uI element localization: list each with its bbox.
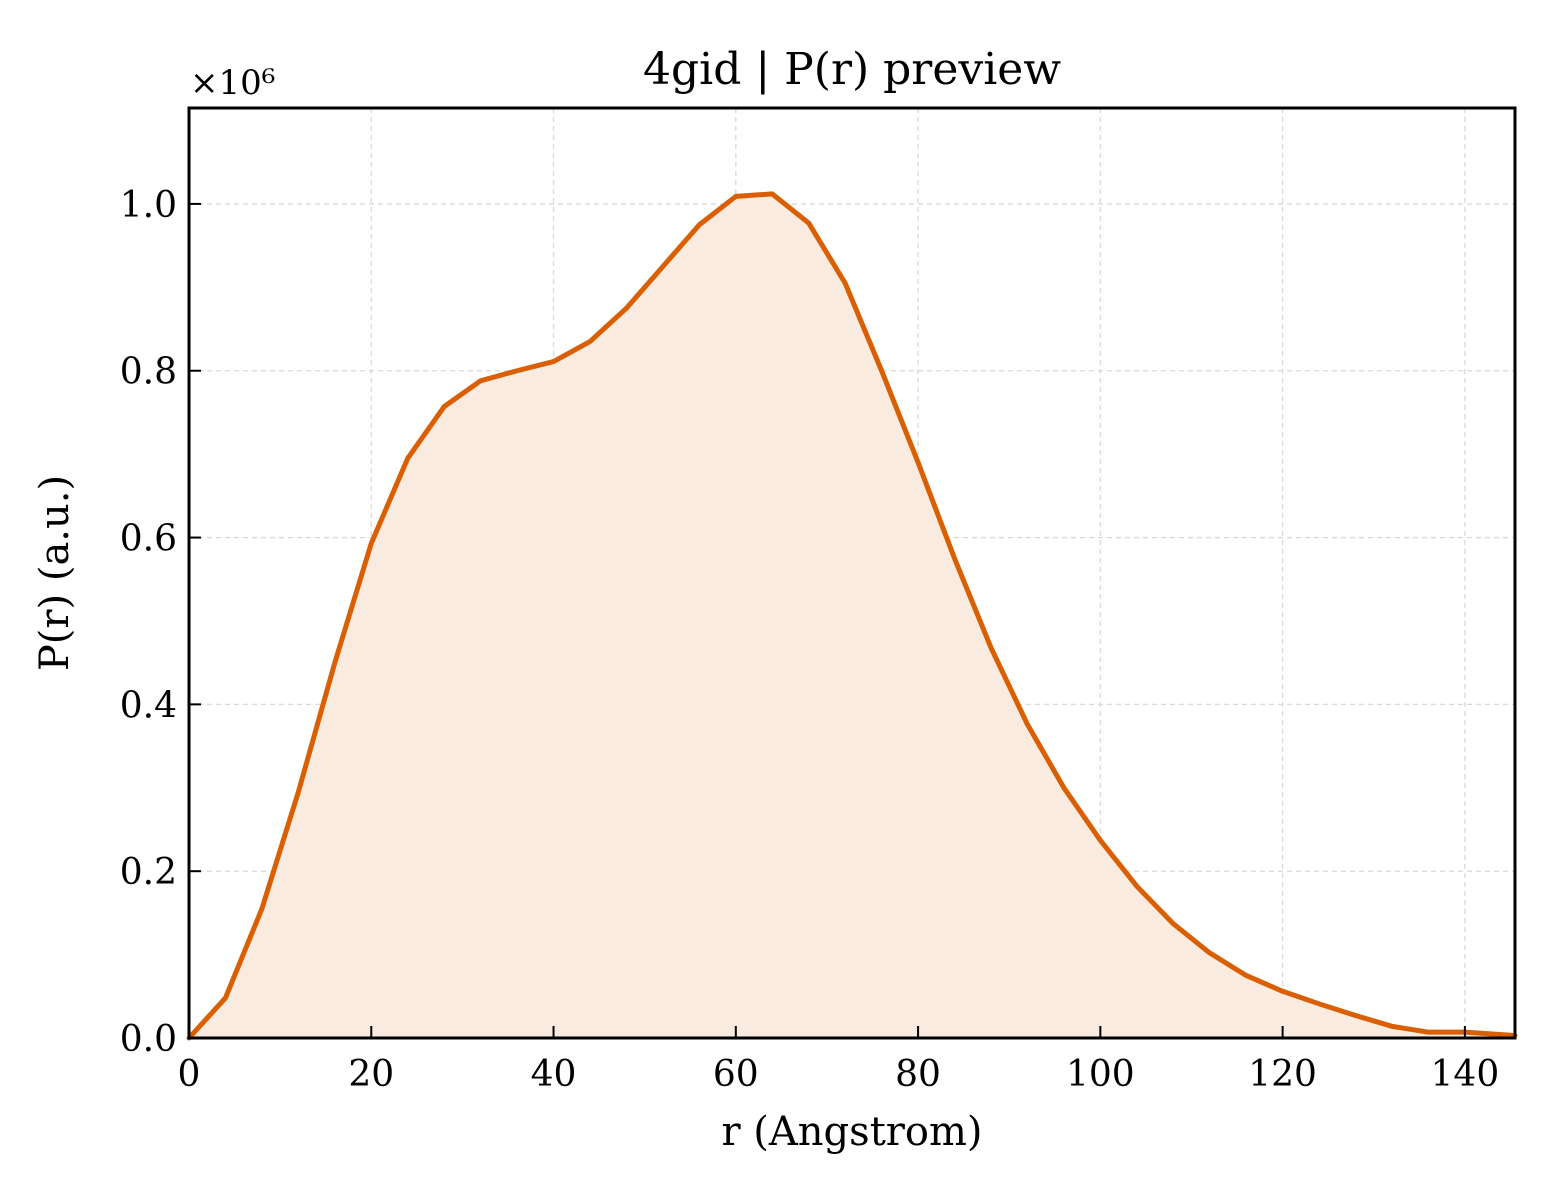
x-tick-label: 80 bbox=[895, 1054, 941, 1095]
plot-frame bbox=[187, 106, 1517, 1040]
area-layer bbox=[186, 191, 1518, 1041]
y-axis-label: P(r) (a.u.) bbox=[32, 475, 78, 671]
y-tick-label: 0.6 bbox=[120, 519, 177, 560]
y-tick-label: 0.0 bbox=[120, 1019, 177, 1060]
y-tick-label: 0.2 bbox=[120, 852, 177, 893]
x-tick-label: 20 bbox=[348, 1054, 394, 1095]
pr-series-line bbox=[186, 191, 1518, 1041]
x-tick-label: 120 bbox=[1248, 1054, 1317, 1095]
area-fill bbox=[189, 193, 1515, 1039]
x-tick-label: 40 bbox=[531, 1054, 577, 1095]
x-tick-label: 60 bbox=[713, 1054, 759, 1095]
y-tick-label: 1.0 bbox=[120, 185, 177, 226]
x-axis-label: r (Angstrom) bbox=[721, 1109, 982, 1155]
y-tick-label: 0.4 bbox=[120, 685, 177, 726]
chart-title: 4gid | P(r) preview bbox=[643, 44, 1061, 95]
ticks-layer: 0 20 40 60 80 100 120 140 0.0 0.2 0.4 0.6 0.8 1.0 bbox=[120, 185, 1500, 1095]
x-tick-label: 0 bbox=[178, 1054, 201, 1095]
y-offset-label: ×10⁶ bbox=[190, 63, 275, 103]
x-tick-label: 140 bbox=[1431, 1054, 1500, 1095]
y-tick-label: 0.8 bbox=[120, 352, 177, 393]
x-tick-label: 100 bbox=[1066, 1054, 1135, 1095]
